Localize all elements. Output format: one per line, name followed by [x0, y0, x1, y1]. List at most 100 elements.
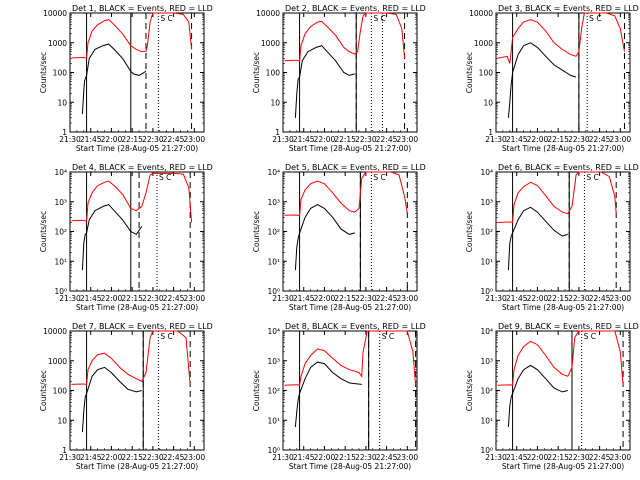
panel-det-6: Det 6, BLACK = Events, RED = LLD 10⁰ 10¹ 10…	[465, 163, 639, 312]
x-tick-label: 22:30	[568, 453, 590, 462]
y-tick-label: 10⁰	[267, 287, 280, 296]
y-tick-label: 10000	[43, 327, 67, 336]
plot-frame	[282, 171, 418, 292]
x-tick-label: 22:45	[376, 294, 398, 303]
segment-marker-label: S C	[373, 173, 385, 182]
x-tick-label: 22:30	[355, 294, 377, 303]
x-tick-label: 22:45	[589, 453, 611, 462]
y-tick-label: 10⁰	[267, 446, 280, 455]
x-tick-label: 22:45	[589, 294, 611, 303]
series-events-black	[294, 361, 362, 427]
y-tick-label: 10³	[480, 198, 493, 207]
y-tick-label: 1	[488, 128, 493, 137]
y-tick-label: 10⁴	[480, 327, 493, 336]
x-tick-label: 23:00	[397, 135, 419, 144]
series-events-black	[507, 42, 577, 118]
y-tick-label: 10²	[480, 228, 493, 237]
y-tick-label: 1	[62, 446, 67, 455]
x-tick-label: 22:00	[527, 294, 549, 303]
x-tick-label: 22:30	[142, 135, 164, 144]
x-axis-label: Start Time (28-Aug-05 21:27:00)	[76, 303, 198, 312]
y-axis-label: Counts/sec	[465, 370, 474, 411]
segment-marker-label: S C	[586, 173, 598, 182]
y-tick-label: 10⁴	[480, 168, 493, 177]
x-tick-label: 22:15	[334, 294, 356, 303]
x-tick-label: 22:30	[355, 135, 377, 144]
y-tick-label: 10⁰	[480, 287, 493, 296]
series-lld-red	[284, 330, 417, 386]
y-tick-label: 10	[483, 98, 493, 107]
x-tick-label: 21:45	[293, 135, 315, 144]
plot-frame	[495, 330, 631, 451]
y-tick-label: 10²	[267, 228, 280, 237]
y-axis-label: Counts/sec	[39, 52, 48, 93]
y-axis-label: Counts/sec	[39, 211, 48, 252]
x-tick-label: 22:00	[101, 294, 123, 303]
series-events-black	[507, 364, 568, 427]
y-tick-label: 100	[266, 69, 281, 78]
x-tick-label: 22:15	[547, 453, 569, 462]
x-tick-label: 23:00	[184, 294, 206, 303]
x-tick-label: 21:45	[80, 135, 102, 144]
panel-title: Det 9, BLACK = Events, RED = LLD	[498, 322, 639, 331]
x-tick-label: 21:45	[293, 294, 315, 303]
x-tick-label: 21:30	[59, 135, 81, 144]
series-lld-red	[284, 12, 406, 62]
x-tick-label: 23:00	[610, 135, 632, 144]
panel-det-3: Det 3, BLACK = Events, RED = LLD 1 10 100 10…	[465, 4, 639, 153]
panel-title: Det 8, BLACK = Events, RED = LLD	[285, 322, 426, 331]
y-tick-label: 1000	[261, 39, 280, 48]
plot-frame	[495, 171, 631, 292]
plot-frame	[282, 12, 418, 133]
plot-frame	[495, 12, 631, 133]
y-tick-label: 100	[53, 69, 68, 78]
series-events-black	[81, 43, 147, 115]
series-lld-red	[71, 12, 193, 59]
y-tick-label: 10³	[480, 357, 493, 366]
x-tick-label: 23:00	[610, 453, 632, 462]
panel-det-5: Det 5, BLACK = Events, RED = LLD 10⁰ 10¹ 10…	[252, 163, 426, 312]
series-lld-red	[497, 330, 624, 386]
panel-det-4: Det 4, BLACK = Events, RED = LLD 10⁰ 10¹ 10…	[39, 163, 213, 312]
x-tick-label: 22:15	[334, 453, 356, 462]
panel-title: Det 5, BLACK = Events, RED = LLD	[285, 163, 426, 172]
segment-marker-label: S C	[159, 173, 171, 182]
x-tick-label: 22:00	[314, 453, 336, 462]
x-tick-label: 21:30	[272, 135, 294, 144]
x-tick-label: 21:30	[485, 294, 507, 303]
x-tick-label: 22:15	[121, 453, 143, 462]
x-tick-label: 21:45	[506, 135, 528, 144]
series-lld-red	[71, 172, 193, 223]
y-axis-label: Counts/sec	[252, 370, 261, 411]
series-lld-red	[497, 171, 617, 224]
y-tick-label: 10⁴	[54, 168, 67, 177]
x-tick-label: 22:45	[376, 453, 398, 462]
panel-det-2: Det 2, BLACK = Events, RED = LLD 1 10 100 10…	[252, 4, 426, 153]
panel-det-9: Det 9, BLACK = Events, RED = LLD 10⁰ 10¹ 10…	[465, 322, 639, 471]
x-tick-label: 22:15	[121, 135, 143, 144]
panel-title: Det 1, BLACK = Events, RED = LLD	[72, 4, 213, 13]
y-axis-label: Counts/sec	[252, 52, 261, 93]
y-tick-label: 10000	[43, 9, 67, 18]
x-tick-label: 22:15	[547, 135, 569, 144]
segment-marker-label: S C	[589, 14, 601, 23]
series-lld-red	[71, 330, 191, 386]
x-tick-label: 22:45	[589, 135, 611, 144]
y-tick-label: 10¹	[480, 416, 493, 425]
x-tick-label: 21:45	[293, 453, 315, 462]
x-tick-label: 23:00	[610, 294, 632, 303]
panel-det-8: Det 8, BLACK = Events, RED = LLD 10⁰ 10¹ 10…	[252, 322, 426, 471]
x-tick-label: 22:30	[142, 453, 164, 462]
panel-det-1: Det 1, BLACK = Events, RED = LLD 1 10 100 10…	[39, 4, 213, 153]
x-tick-label: 22:45	[163, 453, 185, 462]
y-tick-label: 10	[270, 98, 280, 107]
y-tick-label: 10²	[480, 387, 493, 396]
x-tick-label: 21:30	[272, 453, 294, 462]
series-lld-red	[284, 171, 408, 217]
x-tick-label: 21:45	[506, 294, 528, 303]
plot-frame	[69, 330, 205, 451]
x-axis-label: Start Time (28-Aug-05 21:27:00)	[289, 144, 411, 153]
y-tick-label: 10³	[267, 357, 280, 366]
segment-marker-label: S C	[584, 332, 596, 341]
